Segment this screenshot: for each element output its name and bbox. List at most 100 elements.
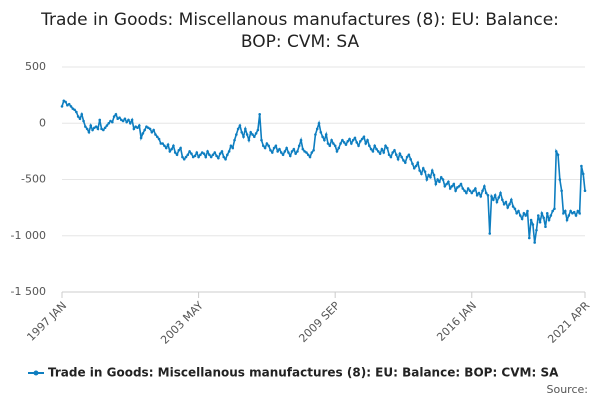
point [502, 202, 506, 206]
point [297, 144, 301, 148]
point [161, 142, 164, 145]
point [457, 184, 461, 188]
point [429, 175, 432, 179]
point [235, 133, 238, 136]
point [168, 150, 172, 153]
point [130, 118, 134, 122]
point [535, 228, 538, 232]
point [407, 153, 411, 157]
point [218, 152, 222, 155]
point [554, 150, 558, 153]
series-line [61, 99, 586, 243]
point [260, 138, 263, 142]
point [127, 118, 130, 122]
point [513, 207, 517, 211]
point [484, 191, 488, 195]
point [319, 130, 323, 134]
point [470, 191, 474, 195]
y-tick-label: 500 [25, 60, 46, 73]
point [359, 139, 362, 143]
point [563, 209, 567, 213]
point [64, 100, 67, 104]
point [285, 146, 288, 150]
point [459, 182, 463, 186]
point [258, 112, 261, 116]
point [382, 151, 386, 154]
point [400, 155, 403, 159]
point [475, 193, 479, 197]
point [181, 155, 184, 159]
point [91, 128, 94, 132]
point [299, 138, 303, 142]
point [287, 151, 290, 154]
point [362, 135, 366, 139]
point [511, 205, 515, 208]
point [211, 153, 215, 157]
point [82, 119, 85, 123]
point [294, 152, 297, 155]
x-tick-label: 2016 JAN [434, 299, 479, 344]
title-line: BOP: CVM: SA [241, 32, 360, 52]
point [492, 198, 495, 202]
point [254, 132, 258, 135]
point [312, 148, 315, 152]
point [448, 187, 452, 190]
point [508, 202, 511, 206]
chart-title: Trade in Goods: Miscellanous manufacture… [40, 10, 559, 52]
point [377, 150, 380, 153]
legend-label: Trade in Goods: Miscellanous manufacture… [48, 366, 559, 380]
point [425, 178, 429, 181]
title-line: Trade in Goods: Miscellanous manufacture… [40, 10, 559, 30]
point [150, 130, 154, 134]
point [204, 155, 208, 159]
point [542, 216, 545, 220]
point [208, 153, 211, 157]
point [432, 173, 436, 177]
point [75, 110, 78, 114]
point [188, 150, 191, 153]
point [386, 146, 389, 150]
point [317, 121, 321, 125]
point [583, 189, 587, 193]
y-tick-label: 0 [39, 116, 46, 129]
point [373, 144, 377, 148]
point [411, 162, 414, 166]
point [242, 135, 245, 139]
point [224, 157, 227, 161]
point [166, 143, 170, 146]
y-tick-label: -1 500 [11, 285, 46, 298]
point [67, 102, 71, 106]
point [323, 138, 326, 142]
point [197, 155, 200, 159]
point [139, 136, 143, 140]
point [495, 200, 499, 204]
point [481, 189, 484, 193]
point [549, 214, 553, 217]
point [445, 182, 448, 186]
point [493, 193, 497, 197]
y-tick-label: -1 000 [11, 229, 46, 242]
point [403, 161, 407, 164]
point [118, 116, 121, 119]
point [213, 151, 217, 154]
point [380, 147, 384, 151]
point [222, 155, 226, 159]
point [102, 128, 105, 132]
point [529, 218, 533, 222]
point [393, 148, 396, 152]
point [229, 144, 233, 148]
point [580, 164, 583, 168]
point [341, 138, 344, 142]
point [94, 125, 98, 128]
point [170, 147, 173, 151]
point [443, 184, 447, 188]
point [73, 108, 76, 112]
point [182, 157, 186, 161]
point [193, 154, 197, 158]
point [177, 148, 181, 152]
point [240, 130, 244, 134]
point [553, 207, 556, 211]
point [556, 153, 560, 157]
point [305, 151, 308, 154]
point [339, 142, 342, 145]
